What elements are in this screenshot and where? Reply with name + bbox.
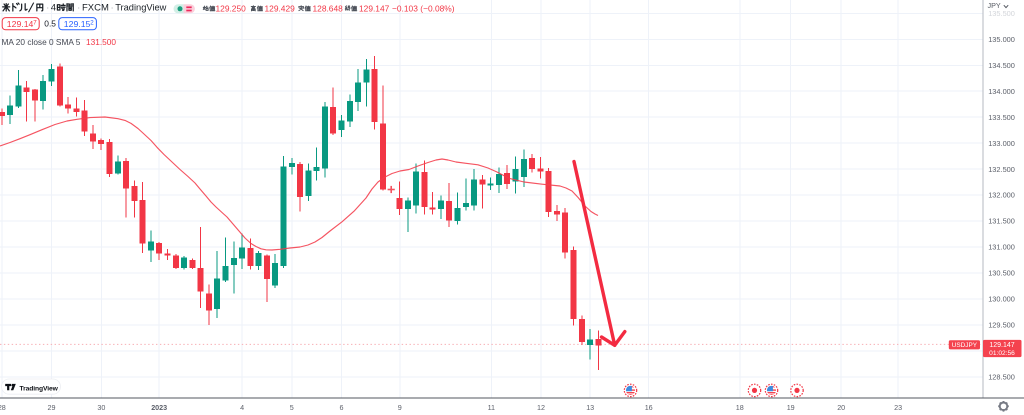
- svg-text:16: 16: [645, 403, 653, 412]
- svg-text:133.000: 133.000: [988, 139, 1015, 148]
- svg-text:JPY: JPY: [988, 1, 1001, 10]
- svg-text:5: 5: [290, 403, 294, 412]
- svg-text:·: ·: [111, 3, 114, 13]
- svg-text:TradingView: TradingView: [20, 386, 59, 393]
- svg-text:133.500: 133.500: [988, 113, 1015, 122]
- svg-text:135.500: 135.500: [988, 9, 1015, 18]
- svg-text:2: 2: [90, 19, 94, 26]
- svg-text:7: 7: [33, 19, 37, 26]
- svg-text:30: 30: [97, 403, 105, 412]
- svg-text:23: 23: [894, 403, 902, 412]
- svg-text:129.429: 129.429: [265, 3, 296, 13]
- svg-text:−0.103: −0.103: [392, 3, 418, 13]
- svg-text:129.15: 129.15: [64, 19, 91, 29]
- svg-text:·: ·: [77, 3, 80, 13]
- svg-text:129.147: 129.147: [989, 342, 1014, 349]
- svg-text:4: 4: [51, 3, 56, 14]
- svg-text:FXCM: FXCM: [82, 3, 109, 14]
- svg-text:129.147: 129.147: [359, 3, 390, 13]
- svg-text:129.14: 129.14: [7, 19, 34, 29]
- svg-text:130.000: 130.000: [988, 295, 1015, 304]
- svg-text:130.500: 130.500: [988, 269, 1015, 278]
- svg-text:132.000: 132.000: [988, 191, 1015, 200]
- svg-text:131.500: 131.500: [86, 37, 116, 47]
- svg-text:13: 13: [586, 403, 594, 412]
- svg-text:TradingView: TradingView: [115, 3, 166, 13]
- svg-text:132.500: 132.500: [988, 165, 1015, 174]
- svg-text:(−0.08%): (−0.08%): [420, 3, 454, 13]
- svg-text:134.000: 134.000: [988, 87, 1015, 96]
- svg-text:29: 29: [48, 403, 56, 412]
- svg-text:4: 4: [240, 403, 244, 412]
- svg-text:MA 20 close 0 SMA 5: MA 20 close 0 SMA 5: [2, 37, 81, 47]
- svg-text:135.000: 135.000: [988, 35, 1015, 44]
- svg-text:USDJPY: USDJPY: [952, 342, 978, 349]
- svg-text:6: 6: [340, 403, 344, 412]
- svg-text:28: 28: [0, 403, 6, 412]
- svg-text:20: 20: [837, 403, 845, 412]
- svg-text:12: 12: [537, 403, 545, 412]
- svg-text:129.500: 129.500: [988, 321, 1015, 330]
- svg-text:128.500: 128.500: [988, 373, 1015, 382]
- svg-text:129.250: 129.250: [216, 3, 247, 13]
- svg-text:11: 11: [488, 403, 495, 412]
- svg-text:0.5: 0.5: [44, 19, 56, 29]
- svg-text:19: 19: [787, 403, 795, 412]
- svg-text:·: ·: [46, 3, 49, 13]
- svg-text:18: 18: [736, 403, 744, 412]
- svg-text:9: 9: [398, 403, 402, 412]
- svg-text:134.500: 134.500: [988, 61, 1015, 70]
- svg-text:2023: 2023: [151, 403, 167, 412]
- svg-text:131.000: 131.000: [988, 243, 1015, 252]
- svg-text:128.648: 128.648: [313, 3, 344, 13]
- svg-text:131.500: 131.500: [988, 217, 1015, 226]
- svg-text:01:02:56: 01:02:56: [989, 350, 1015, 357]
